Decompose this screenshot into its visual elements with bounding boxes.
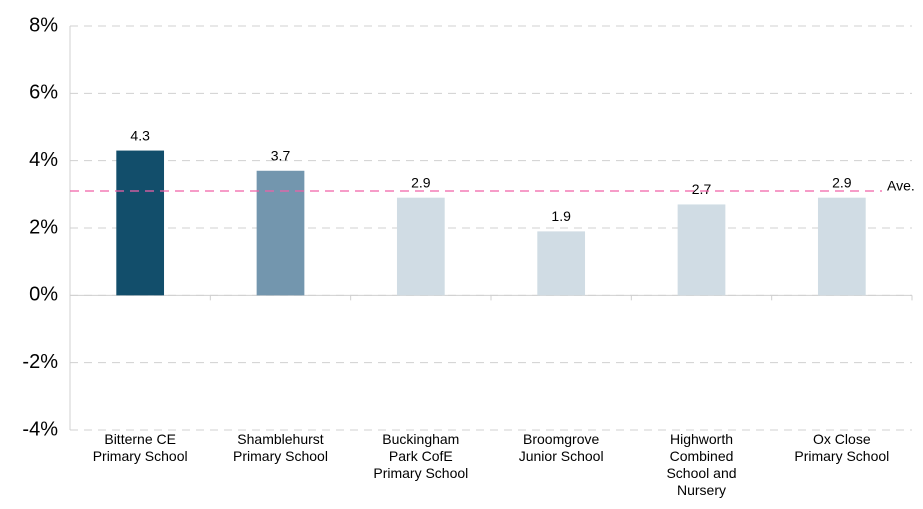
y-tick-label: -4% [22,418,58,440]
y-tick-label: 0% [29,284,58,306]
bar [677,204,726,296]
bar [817,197,866,296]
x-tick-label: Bitterne CE Primary School [92,431,188,464]
value-label: 2.7 [692,181,712,197]
y-tick-label: 8% [29,14,58,36]
bar [537,231,586,296]
bar [116,150,165,296]
y-tick-label: -2% [22,351,58,373]
y-tick-label: 2% [29,216,58,238]
x-tick-label: Shamblehurst Primary School [233,431,328,464]
value-label: 2.9 [832,174,852,190]
x-tick-label: Ox Close Primary School [794,431,890,464]
average-label: Ave. [887,178,915,194]
value-label: 2.9 [411,174,431,190]
y-tick-label: 6% [29,82,58,104]
value-label: 1.9 [551,208,571,224]
y-tick-label: 4% [29,149,58,171]
value-label: 3.7 [271,147,291,163]
bar [256,170,305,296]
x-tick-label: Highworth Combined School and Nursery [666,431,737,498]
value-label: 4.3 [130,127,150,143]
bar [396,197,445,296]
x-tick-label: Broomgrove Junior School [518,431,604,464]
x-tick-label: Buckingham Park CofE Primary School [373,431,469,481]
